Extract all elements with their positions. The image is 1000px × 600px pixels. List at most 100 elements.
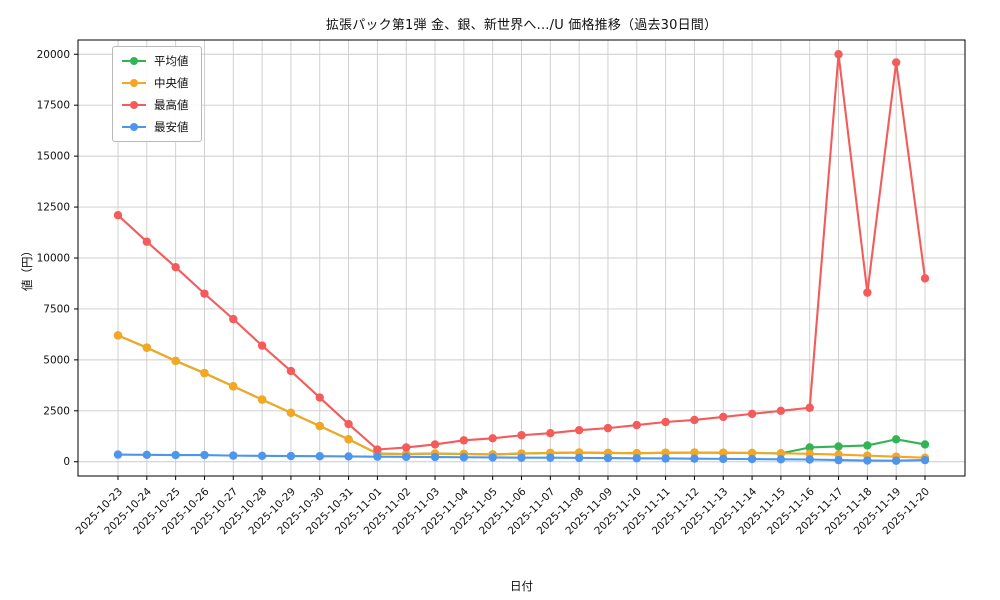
data-point — [747, 448, 757, 458]
data-point — [920, 274, 930, 283]
legend-item: 中央値 — [121, 75, 189, 91]
data-point — [805, 443, 814, 452]
data-point — [574, 425, 584, 435]
legend-item: 平均値 — [121, 53, 189, 69]
y-tick-label: 10000 — [37, 253, 70, 265]
data-point — [574, 453, 584, 463]
data-point — [200, 368, 209, 378]
data-point — [286, 366, 296, 376]
legend-item: 最高値 — [121, 97, 189, 113]
data-point — [776, 406, 786, 416]
data-point — [402, 452, 411, 462]
data-point — [690, 454, 699, 463]
data-point — [661, 454, 670, 463]
y-tick-label: 20000 — [37, 49, 70, 61]
data-point — [891, 58, 901, 67]
y-tick-label: 12500 — [37, 202, 70, 214]
data-point — [229, 314, 238, 324]
data-point — [776, 449, 786, 458]
data-point — [920, 440, 930, 449]
data-point — [661, 417, 670, 427]
data-point — [373, 445, 382, 454]
data-point — [229, 451, 238, 460]
data-point — [891, 435, 901, 444]
data-point — [402, 443, 411, 452]
data-point — [315, 421, 324, 431]
data-point — [113, 331, 123, 340]
data-point — [373, 452, 382, 461]
data-point — [257, 395, 267, 404]
data-point — [315, 393, 324, 402]
data-point — [920, 455, 930, 465]
data-point — [719, 454, 728, 464]
y-tick-label: 7500 — [43, 303, 70, 315]
data-point — [257, 451, 267, 461]
data-point — [430, 452, 440, 462]
y-tick-label: 15000 — [37, 151, 70, 163]
data-point — [546, 453, 555, 462]
data-point — [488, 453, 497, 462]
data-point — [719, 412, 728, 422]
data-point — [113, 211, 123, 220]
data-point — [315, 452, 324, 461]
data-point — [171, 356, 180, 366]
data-point — [891, 456, 901, 465]
data-point — [344, 452, 353, 461]
legend-item: 最安値 — [121, 119, 189, 135]
data-point — [776, 455, 786, 464]
data-point — [747, 454, 757, 464]
data-point — [517, 431, 526, 440]
data-point — [286, 451, 296, 461]
y-tick-label: 2500 — [43, 405, 70, 417]
data-point — [719, 448, 728, 457]
legend-marker-icon — [122, 101, 146, 109]
data-point — [113, 450, 123, 459]
legend-label: 中央値 — [154, 76, 189, 90]
data-point — [142, 343, 152, 352]
data-point — [805, 403, 814, 412]
data-point — [632, 420, 641, 430]
legend-marker-icon — [122, 79, 146, 87]
legend: 平均値中央値最高値最安値 — [112, 46, 202, 142]
data-point — [344, 419, 353, 429]
legend-label: 平均値 — [154, 54, 189, 68]
data-point — [747, 409, 757, 419]
data-point — [459, 436, 469, 445]
chart-title: 拡張パック第1弾 金、銀、新世界へ.../U 価格推移（過去30日間） — [325, 18, 718, 33]
y-tick-label: 0 — [63, 456, 70, 468]
data-point — [834, 442, 843, 451]
data-point — [257, 341, 267, 350]
data-point — [517, 453, 526, 462]
data-point — [459, 453, 469, 462]
x-axis-label: 日付 — [510, 579, 533, 593]
legend-marker-icon — [122, 57, 146, 65]
data-point — [344, 435, 353, 444]
data-point — [603, 423, 613, 433]
data-point — [863, 456, 872, 465]
data-point — [863, 441, 872, 450]
data-point — [286, 408, 296, 418]
data-point — [603, 453, 613, 463]
data-point — [690, 448, 699, 457]
data-point — [430, 440, 440, 449]
y-tick-label: 5000 — [43, 354, 70, 366]
data-point — [834, 455, 843, 465]
data-point — [805, 455, 814, 464]
legend-marker-icon — [122, 123, 146, 131]
y-tick-label: 17500 — [37, 100, 70, 112]
legend-label: 最安値 — [154, 120, 189, 134]
data-point — [171, 262, 180, 272]
data-point — [142, 237, 152, 246]
data-point — [200, 450, 209, 460]
data-point — [863, 288, 872, 297]
data-point — [834, 50, 843, 59]
data-point — [142, 450, 152, 460]
data-point — [171, 450, 180, 460]
data-point — [200, 289, 209, 298]
data-point — [690, 415, 699, 425]
data-point — [632, 454, 641, 463]
y-axis-label: 値（円） — [20, 245, 34, 291]
legend-label: 最高値 — [154, 98, 189, 112]
